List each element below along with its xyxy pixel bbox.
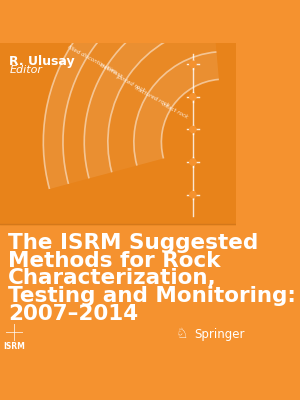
Text: jointed rock: jointed rock (116, 74, 146, 94)
Circle shape (190, 159, 196, 165)
Polygon shape (43, 0, 210, 189)
Polygon shape (84, 2, 214, 178)
Text: Editor: Editor (9, 64, 42, 74)
Text: The ISRM Suggested: The ISRM Suggested (8, 233, 258, 253)
Polygon shape (134, 52, 219, 166)
Text: Characterization,: Characterization, (8, 268, 217, 288)
Text: R. Ulusay: R. Ulusay (9, 55, 75, 68)
Text: 2007–2014: 2007–2014 (8, 304, 138, 324)
Text: filled discontinuities: filled discontinuities (67, 44, 118, 74)
Text: intact rock: intact rock (160, 102, 188, 120)
Circle shape (190, 61, 196, 68)
Circle shape (190, 192, 196, 198)
Text: rockmass: rockmass (98, 63, 124, 80)
Text: ISRM: ISRM (3, 342, 25, 352)
Text: Testing and Monitoring:: Testing and Monitoring: (8, 286, 296, 306)
Text: Methods for Rock: Methods for Rock (8, 251, 220, 271)
Circle shape (190, 126, 196, 133)
Text: ♘: ♘ (176, 327, 188, 341)
Circle shape (190, 94, 196, 100)
Polygon shape (63, 0, 212, 184)
Polygon shape (108, 26, 217, 172)
Bar (0, 42, 236, 224)
Text: Springer: Springer (194, 328, 245, 341)
Text: fractured rock: fractured rock (134, 86, 170, 108)
